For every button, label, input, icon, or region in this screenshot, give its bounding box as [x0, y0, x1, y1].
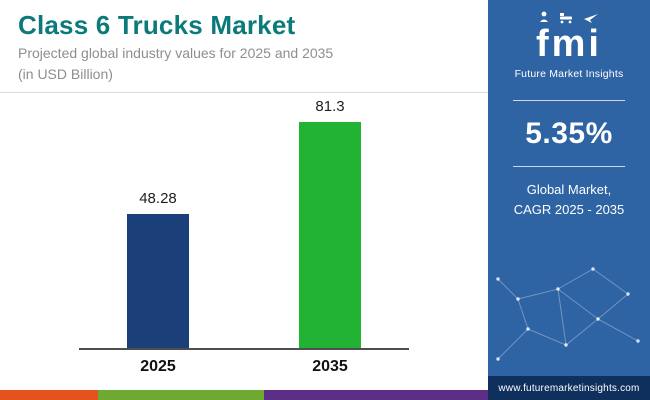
x-axis-labels: 2025 2035: [0, 358, 488, 376]
bar-group-2025: 48.28: [108, 190, 208, 348]
website-url: www.futuremarketinsights.com: [498, 382, 640, 394]
chart-subtitle-line2: (in USD Billion): [18, 66, 113, 83]
cagr-label-line2: CAGR 2025 - 2035: [513, 201, 625, 217]
stripe-segment-green: [97, 390, 264, 400]
x-tick-2025: 2025: [140, 358, 176, 375]
cagr-value: 5.35%: [525, 117, 613, 150]
logo-wordmark: fmi: [535, 23, 602, 65]
x-axis-line: [79, 348, 409, 350]
bar-chart-plot-area: 48.28 81.3: [0, 98, 488, 348]
brand-name: Future Market Insights: [514, 68, 624, 80]
brand-panel: fmi Future Market Insights 5.35% Global …: [488, 0, 650, 400]
bottom-color-stripe: [0, 390, 488, 400]
bar-2035: [299, 122, 361, 348]
fmi-logo: fmi Future Market Insights: [515, 10, 624, 80]
chart-section: Class 6 Trucks Market Projected global i…: [0, 0, 488, 400]
panel-divider-top: [513, 100, 625, 101]
bar-2025: [127, 214, 189, 348]
chart-header: Class 6 Trucks Market Projected global i…: [0, 0, 488, 94]
bar-group-2035: 81.3: [280, 98, 380, 348]
page-title: Class 6 Trucks Market: [18, 10, 296, 40]
constellation-decoration: [488, 249, 650, 374]
x-tick-2035: 2035: [312, 358, 348, 375]
panel-divider-bottom: [513, 166, 625, 167]
bar-value-label-2025: 48.28: [139, 190, 177, 207]
website-footer: www.futuremarketinsights.com: [488, 376, 650, 400]
stripe-segment-purple: [263, 390, 488, 400]
cagr-label-line1: Global Market,: [526, 182, 612, 197]
logo-pictograms-icon: [515, 10, 624, 25]
bar-chart: 48.28 81.3 2025 2035: [0, 93, 488, 390]
stripe-segment-orange: [0, 390, 98, 400]
bar-value-label-2035: 81.3: [315, 98, 345, 115]
chart-subtitle-line1: Projected global industry values for 202…: [18, 45, 334, 61]
